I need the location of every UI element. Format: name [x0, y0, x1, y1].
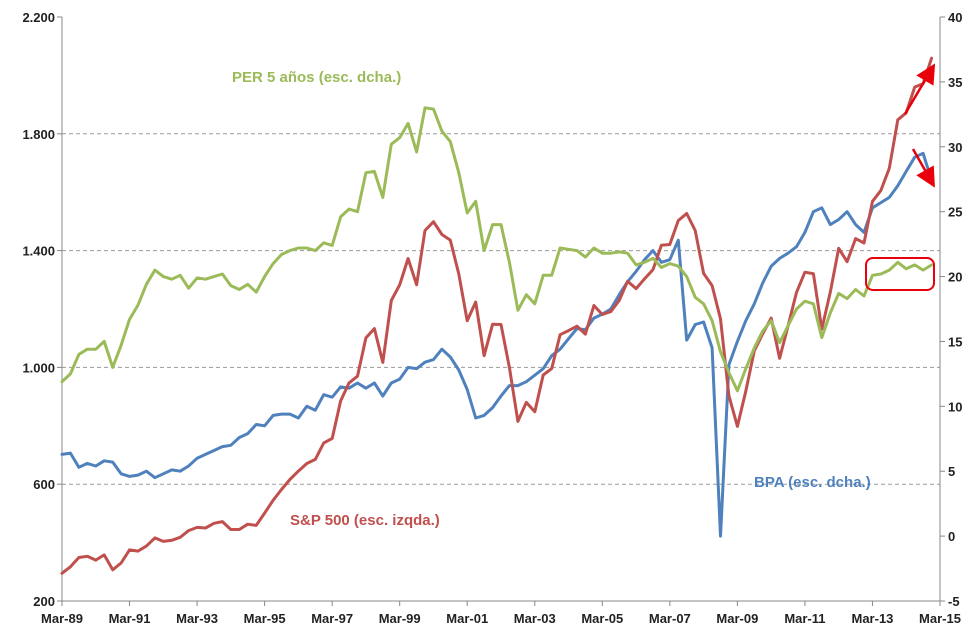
x-tick-label: Mar-13 — [852, 611, 894, 626]
right-tick-label: -5 — [948, 594, 960, 609]
left-axis-ticks: 200 600 1.000 1.400 1.800 2.200 — [22, 10, 62, 609]
x-tick-label: Mar-01 — [446, 611, 488, 626]
x-tick-label: Mar-95 — [244, 611, 286, 626]
series-lines — [60, 56, 934, 575]
left-tick-label: 1.800 — [22, 127, 55, 142]
x-tick-label: Mar-89 — [41, 611, 83, 626]
axes — [61, 17, 941, 602]
x-tick-label: Mar-91 — [109, 611, 151, 626]
highlight-marks — [865, 63, 936, 291]
x-tick-label: Mar-05 — [581, 611, 623, 626]
right-tick-label: 20 — [948, 270, 962, 285]
sp500-series-label: S&P 500 (esc. izqda.) — [290, 512, 440, 529]
up-arrow-highlight — [903, 63, 936, 115]
x-tick-label: Mar-93 — [176, 611, 218, 626]
right-tick-label: 40 — [948, 10, 962, 25]
x-tick-label: Mar-07 — [649, 611, 691, 626]
sp500-line — [60, 56, 934, 575]
x-tick-label: Mar-97 — [311, 611, 353, 626]
right-tick-label: 10 — [948, 399, 962, 414]
right-tick-label: 0 — [948, 529, 955, 544]
per-line — [60, 106, 934, 393]
right-tick-label: 25 — [948, 205, 962, 220]
right-tick-label: 30 — [948, 140, 962, 155]
bpa-series-label: BPA (esc. dcha.) — [754, 474, 871, 491]
right-tick-label: 15 — [948, 334, 962, 349]
per-series-label: PER 5 años (esc. dcha.) — [232, 69, 401, 86]
x-tick-label: Mar-09 — [716, 611, 758, 626]
left-tick-label: 2.200 — [22, 10, 55, 25]
x-tick-label: Mar-03 — [514, 611, 556, 626]
left-tick-label: 1.400 — [22, 244, 55, 259]
right-axis-ticks: -5 0 5 10 15 20 25 30 35 40 — [940, 10, 962, 609]
per-highlight-box — [865, 257, 935, 291]
x-tick-label: Mar-11 — [784, 611, 825, 626]
left-tick-label: 1.000 — [22, 360, 55, 375]
left-tick-label: 600 — [33, 477, 55, 492]
left-tick-label: 200 — [33, 594, 55, 609]
bpa-line — [60, 151, 934, 538]
down-arrow-highlight — [911, 148, 935, 188]
right-tick-label: 5 — [948, 464, 955, 479]
x-tick-label: Mar-15 — [919, 611, 961, 626]
x-tick-label: Mar-99 — [379, 611, 421, 626]
right-tick-label: 35 — [948, 75, 962, 90]
gridlines — [62, 133, 940, 485]
x-axis-ticks: Mar-89 Mar-91 Mar-93 Mar-95 Mar-97 Mar-99 Mar-… — [41, 601, 961, 626]
